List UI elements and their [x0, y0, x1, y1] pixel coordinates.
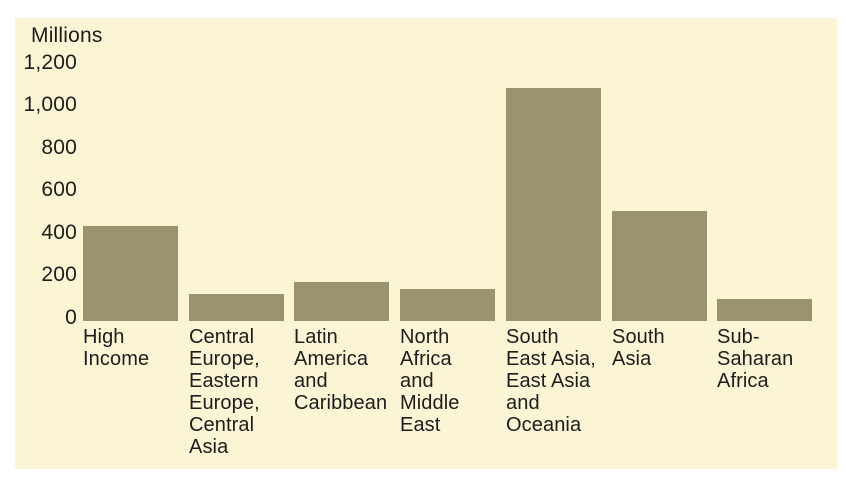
bar-south-east-asia-east-asia-and-oceania [506, 88, 601, 321]
y-tick-label: 400 [41, 221, 77, 244]
x-tick-label: Latin America and Caribbean [294, 326, 388, 414]
bar-high-income [83, 226, 178, 321]
x-tick-label: Central Europe, Eastern Europe, Central … [189, 326, 260, 458]
y-tick-label: 600 [41, 178, 77, 201]
x-tick-label: North Africa and Middle East [400, 326, 460, 436]
chart-panel: Millions 1,200 1,000 800 600 400 200 0 High In… [15, 18, 837, 469]
bar-south-asia [612, 211, 707, 321]
bar-north-africa-and-middle-east [400, 289, 495, 321]
x-tick-label: South Asia [612, 326, 665, 370]
y-tick-label: 200 [41, 263, 77, 286]
y-tick-label: 800 [41, 136, 77, 159]
y-tick-label: 1,200 [23, 51, 77, 74]
y-tick-label: 1,000 [23, 93, 77, 116]
bar-central-europe-eastern-europe-central-asia [189, 294, 284, 321]
y-tick-label: 0 [65, 306, 77, 329]
x-tick-label: High Income [83, 326, 150, 370]
bar-latin-america-and-caribbean [294, 282, 389, 321]
bar-sub-saharan-africa [717, 299, 812, 321]
x-tick-label: Sub- Saharan Africa [717, 326, 794, 392]
y-axis-unit-label: Millions [31, 24, 103, 47]
x-tick-label: South East Asia, East Asia and Oceania [506, 326, 596, 436]
